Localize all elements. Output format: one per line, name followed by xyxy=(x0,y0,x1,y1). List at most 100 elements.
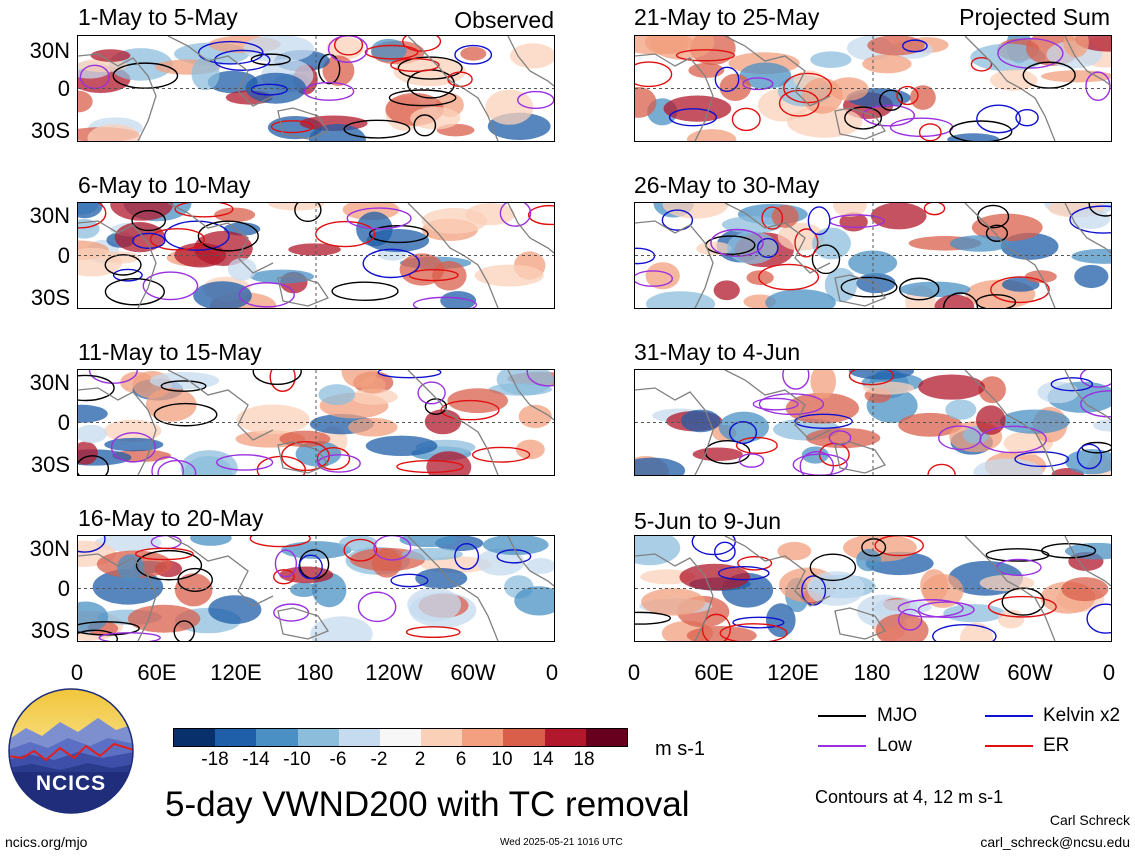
contour-line xyxy=(142,271,199,301)
contour-line xyxy=(782,370,810,390)
coastline xyxy=(277,274,329,307)
footer-email[interactable]: carl_schreck@ncsu.edu xyxy=(980,834,1130,850)
anomaly-blob xyxy=(862,54,912,74)
contour-line xyxy=(357,591,397,623)
contour-line xyxy=(213,49,271,71)
coastline xyxy=(1064,370,1111,421)
anomaly-blob xyxy=(245,72,307,104)
anomaly-blob xyxy=(686,129,737,141)
legend-label-low: Low xyxy=(877,735,912,756)
anomaly-blob xyxy=(1071,248,1111,264)
coastline xyxy=(78,387,157,475)
anomaly-blob xyxy=(1070,209,1111,229)
anomaly-blob xyxy=(78,218,100,239)
legend-line-mjo xyxy=(818,715,866,717)
anomaly-blob xyxy=(1065,449,1111,475)
lon-label: 120W xyxy=(922,660,980,685)
anomaly-blob xyxy=(713,280,740,301)
anomaly-blob xyxy=(945,399,977,420)
anomaly-blob xyxy=(635,36,694,55)
contour-line xyxy=(897,599,964,618)
anomaly-blob xyxy=(485,89,534,125)
lon-label: 120E xyxy=(767,660,819,685)
contour-line xyxy=(499,203,532,227)
panel-title: 16-May to 20-May xyxy=(78,505,264,531)
anomaly-blob xyxy=(78,424,107,444)
anomaly-blob xyxy=(918,374,986,400)
contour-line xyxy=(249,536,311,548)
map-field xyxy=(635,536,1111,641)
contour-line xyxy=(758,393,825,416)
coastline xyxy=(507,36,554,87)
coastline xyxy=(78,220,157,308)
contour-line xyxy=(794,413,853,429)
anomaly-blob xyxy=(401,547,463,561)
colorbar-swatch xyxy=(544,729,587,746)
anomaly-blob xyxy=(679,563,750,591)
footer-url[interactable]: ncics.org/mjo xyxy=(5,834,88,850)
lon-label: 180 xyxy=(296,660,334,685)
anomaly-map xyxy=(634,535,1112,642)
coastline xyxy=(724,203,831,274)
anomaly-blob xyxy=(214,207,256,223)
contour-line xyxy=(397,56,463,80)
anomaly-blob xyxy=(662,203,729,219)
anomaly-blob xyxy=(810,51,852,68)
anomaly-blob xyxy=(78,601,109,633)
coastline xyxy=(407,36,499,141)
anomaly-blob xyxy=(635,457,686,475)
anomaly-blob xyxy=(227,257,257,281)
contour-line xyxy=(78,455,110,475)
contour-line xyxy=(1050,377,1094,392)
contour-line xyxy=(413,114,437,137)
contour-line xyxy=(78,374,115,402)
lat-label-30s: 30S xyxy=(30,285,70,310)
colorbar-swatch xyxy=(462,729,505,746)
anomaly-blob xyxy=(290,582,318,598)
contours-note: Contours at 4, 12 m s-1 xyxy=(815,787,1004,807)
contour-line xyxy=(896,85,919,106)
contour-line xyxy=(840,276,898,298)
contour-line xyxy=(149,227,205,251)
coastline xyxy=(964,370,1056,475)
coastline xyxy=(1064,203,1111,254)
colorbar-swatch xyxy=(585,729,627,746)
contour-line xyxy=(1080,390,1111,418)
contour-line xyxy=(527,204,554,226)
contour-line xyxy=(1014,451,1070,468)
contour-line xyxy=(879,89,903,111)
contour-line xyxy=(256,455,306,475)
anomaly-blob xyxy=(849,370,915,380)
contour-line xyxy=(78,629,119,641)
contour-line xyxy=(848,370,895,386)
anomaly-blob xyxy=(990,69,1038,91)
contour-line xyxy=(691,536,736,556)
contour-line xyxy=(294,203,322,223)
coastline xyxy=(167,536,274,607)
anomaly-blob xyxy=(348,417,398,437)
map-field xyxy=(635,36,1111,141)
contour-line xyxy=(250,53,291,66)
anomaly-map xyxy=(77,369,555,476)
contour-line xyxy=(985,224,1009,242)
coastline xyxy=(834,607,886,640)
anomaly-blob xyxy=(1037,381,1079,404)
anomaly-blob xyxy=(692,447,743,462)
contour-line xyxy=(373,536,412,561)
anomaly-blob xyxy=(828,77,869,101)
anomaly-blob xyxy=(288,243,341,256)
anomaly-blob xyxy=(510,43,554,69)
anomaly-blob xyxy=(421,207,488,234)
anomaly-blob xyxy=(190,536,232,546)
contour-line xyxy=(1086,603,1111,634)
anomaly-blob xyxy=(78,404,108,423)
contour-line xyxy=(990,276,1050,304)
contour-line xyxy=(346,207,412,230)
anomaly-blob xyxy=(78,58,128,73)
contour-line xyxy=(454,542,480,570)
contour-line xyxy=(104,278,165,306)
contour-line xyxy=(471,446,531,463)
anomaly-blob xyxy=(460,46,487,61)
contour-line xyxy=(270,120,314,134)
anomaly-blob xyxy=(410,106,461,130)
